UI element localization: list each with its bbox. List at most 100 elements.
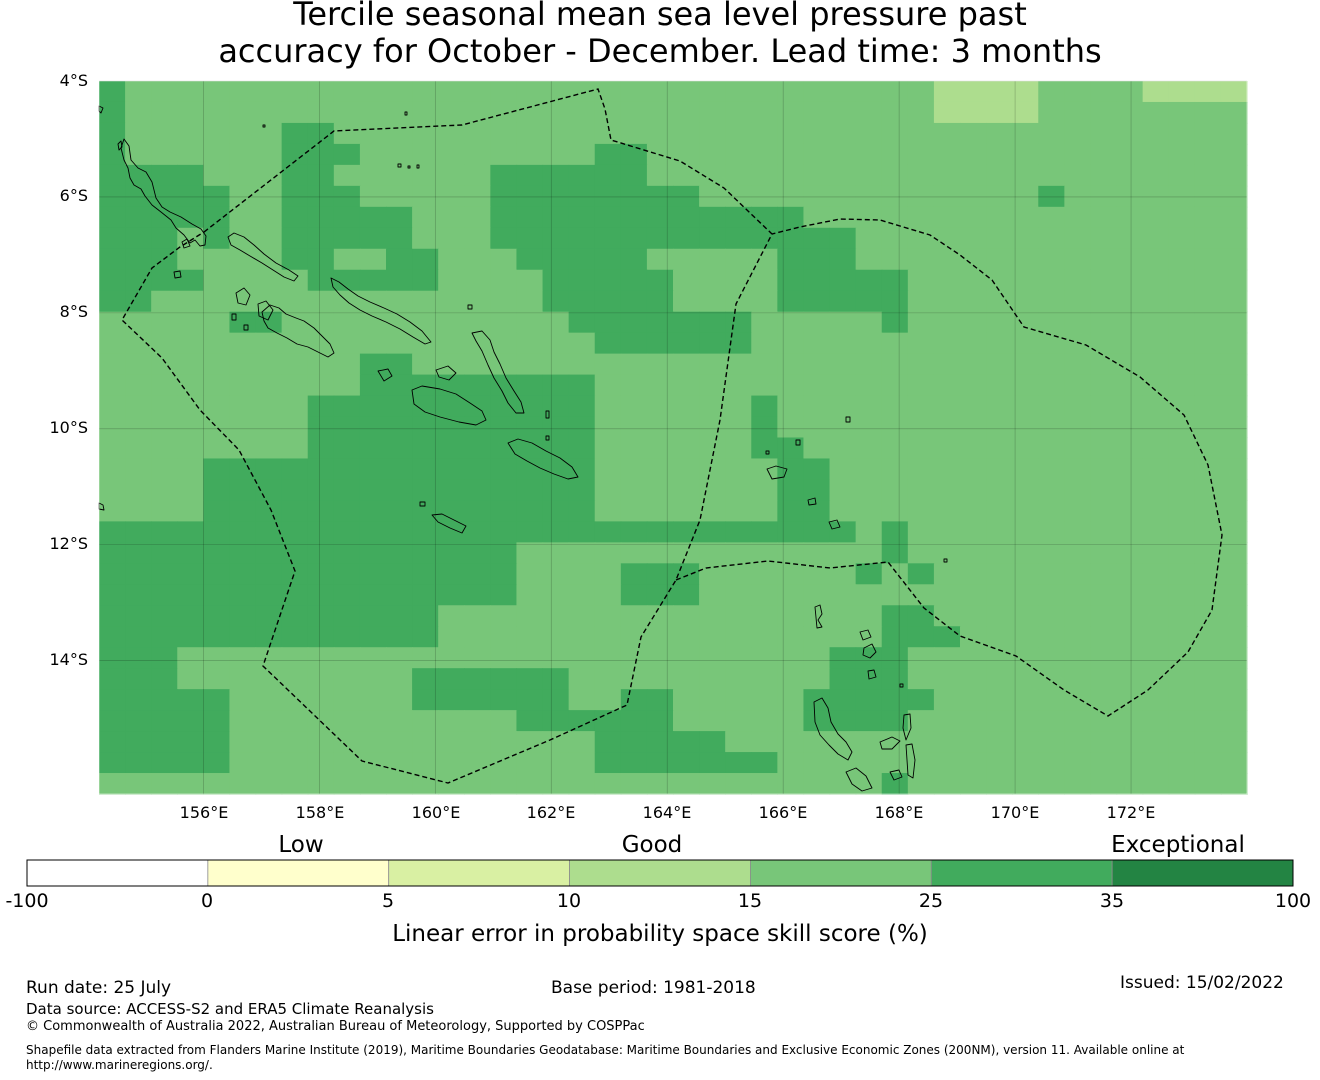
grid-cell — [881, 731, 909, 753]
grid-cell — [464, 374, 491, 397]
grid-cell — [646, 81, 674, 103]
grid-cell — [855, 584, 883, 606]
grid-cell — [359, 752, 387, 774]
grid-cell — [125, 710, 152, 732]
grid-cell — [960, 248, 987, 271]
grid-cell — [464, 500, 491, 522]
grid-cell — [464, 773, 491, 795]
grid-cell — [1038, 206, 1065, 229]
issued-date: Issued: 15/02/2022 — [1120, 973, 1284, 993]
grid-cell — [1194, 122, 1222, 145]
grid-cell — [881, 689, 909, 711]
grid-cell — [1012, 248, 1039, 271]
grid-cell — [203, 521, 231, 543]
grid-cell — [620, 101, 648, 124]
grid-cell — [1220, 500, 1248, 522]
grid-cell — [881, 647, 909, 669]
grid-cell — [333, 248, 361, 271]
grid-cell — [203, 164, 231, 187]
grid-cell — [307, 626, 335, 648]
grid-cell — [1168, 311, 1196, 334]
grid-cell — [255, 395, 283, 418]
grid-cell — [542, 374, 570, 397]
grid-cell — [751, 731, 778, 753]
grid-cell — [960, 521, 987, 543]
grid-cell — [125, 773, 152, 795]
grid-cell — [1116, 395, 1144, 418]
grid-cell — [1064, 311, 1092, 334]
grid-cell — [960, 689, 987, 711]
island-new-georgia — [261, 304, 335, 358]
grid-cell — [125, 227, 152, 250]
grid-cell — [386, 227, 413, 250]
grid-cell — [333, 206, 361, 229]
grid-cell — [673, 248, 700, 271]
grid-cell — [490, 101, 518, 124]
grid-cell — [516, 416, 544, 439]
grid-cell — [177, 773, 204, 795]
grid-cell — [490, 647, 518, 669]
grid-cell — [386, 605, 413, 627]
grid-cell — [125, 185, 152, 208]
tick-label: 15 — [737, 890, 763, 912]
grid-cell — [1012, 206, 1039, 229]
grid-cell — [125, 626, 152, 648]
grid-cell — [1038, 332, 1065, 355]
grid-cell — [464, 101, 491, 124]
grid-cell — [151, 185, 178, 208]
grid-cell — [1194, 353, 1222, 376]
grid-cell — [1194, 542, 1222, 564]
grid-cell — [412, 626, 439, 648]
grid-cell — [203, 605, 231, 627]
grid-cell — [725, 521, 752, 543]
grid-cell — [803, 626, 831, 648]
grid-cell — [1064, 605, 1092, 627]
grid-cell — [907, 311, 935, 334]
grid-cell — [333, 668, 361, 690]
grid-cell — [1012, 311, 1039, 334]
grid-cell — [464, 290, 491, 313]
grid-cell — [855, 773, 883, 795]
grid-cell — [1168, 647, 1196, 669]
grid-cell — [699, 416, 726, 439]
grid-cell — [281, 563, 309, 585]
grid-cell — [907, 81, 935, 103]
grid-cell — [542, 479, 570, 502]
grid-cell — [777, 290, 805, 313]
grid-cell — [125, 395, 152, 418]
grid-cell — [464, 395, 491, 418]
grid-cell — [542, 521, 570, 543]
grid-cell — [1064, 584, 1092, 606]
grid-cell — [516, 584, 544, 606]
grid-cell — [412, 269, 439, 292]
grid-cell — [1090, 185, 1118, 208]
grid-cell — [1064, 164, 1092, 187]
grid-cell — [699, 458, 726, 481]
grid-cell — [1064, 542, 1092, 564]
grid-cell — [594, 248, 622, 271]
grid-cell — [594, 143, 622, 166]
grid-cell — [151, 164, 178, 187]
grid-cell — [751, 626, 778, 648]
grid-cell — [151, 143, 178, 166]
grid-cell — [281, 81, 309, 103]
grid-cell — [1220, 269, 1248, 292]
grid-cell — [1168, 437, 1196, 460]
grid-cell — [177, 416, 204, 439]
grid-cell — [673, 563, 700, 585]
grid-cell — [125, 416, 152, 439]
grid-cell — [151, 458, 178, 481]
grid-cell — [960, 710, 987, 732]
grid-cell — [673, 81, 700, 103]
grid-cell — [960, 647, 987, 669]
grid-cell — [594, 668, 622, 690]
grid-cell — [1194, 731, 1222, 753]
grid-cell — [933, 605, 961, 627]
grid-cell — [699, 500, 726, 522]
grid-cell — [203, 584, 231, 606]
grid-cell — [1064, 416, 1092, 439]
grid-cell — [1012, 332, 1039, 355]
grid-cell — [1038, 269, 1065, 292]
grid-cell — [1090, 81, 1118, 103]
